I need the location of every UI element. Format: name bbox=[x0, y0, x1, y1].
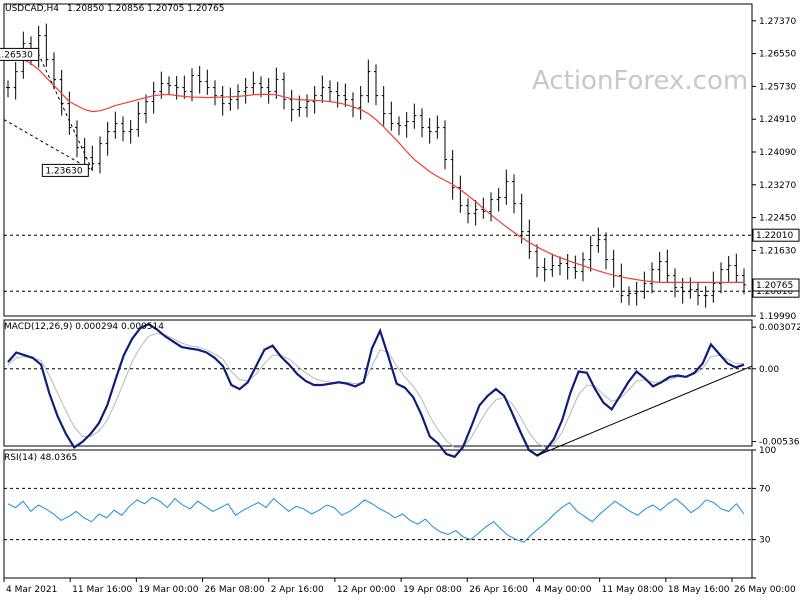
annotation-label-low: 1.23630 bbox=[45, 166, 82, 176]
x-tick-label: 26 Mar 08:00 bbox=[205, 585, 265, 595]
rsi-y-tick-label: 30 bbox=[759, 536, 771, 546]
x-tick-label: 19 Mar 00:00 bbox=[138, 585, 198, 595]
rsi-line bbox=[7, 496, 745, 543]
x-tick-label: 18 May 16:00 bbox=[668, 585, 730, 595]
rsi-label: RSI(14) 48.0365 bbox=[4, 453, 78, 463]
x-tick-label: 26 May 00:00 bbox=[734, 585, 796, 595]
rsi-y-tick-label: 100 bbox=[759, 446, 776, 456]
pane-frame-macd bbox=[3, 319, 753, 447]
macd-signal-line bbox=[7, 332, 744, 448]
pane-frame-rsi bbox=[3, 449, 753, 579]
macd-trendline bbox=[537, 365, 753, 456]
price-y-tick-label: 1.26550 bbox=[759, 50, 796, 60]
price-y-tick-label: 1.19990 bbox=[759, 312, 796, 322]
current-price-label: 1.20765 bbox=[756, 281, 793, 291]
annotation-box-low bbox=[41, 163, 89, 177]
x-tick-label: 4 May 00:00 bbox=[535, 585, 591, 595]
price-y-tick-label: 1.22450 bbox=[759, 214, 796, 224]
price-level-label: 1.20610 bbox=[756, 287, 793, 297]
price-y-tick-label: 1.24090 bbox=[759, 148, 796, 158]
macd-y-tick-label: -0.005369 bbox=[759, 438, 800, 448]
rsi-y-tick-label: 70 bbox=[759, 484, 771, 494]
macd-y-tick-label: 0.003072 bbox=[759, 323, 800, 333]
price-y-tick-label: 1.24910 bbox=[759, 115, 796, 125]
macd-label: MACD(12,26,9) 0.000294 0.000514 bbox=[4, 322, 164, 332]
annotation-box-high bbox=[0, 47, 40, 61]
moving-average-line bbox=[8, 57, 744, 283]
chart-quote: 1.20850 1.20856 1.20705 1.20765 bbox=[67, 4, 225, 14]
x-tick-label: 4 Mar 2021 bbox=[6, 585, 57, 595]
trendline-down bbox=[3, 119, 93, 171]
price-y-tick-label: 1.23270 bbox=[759, 181, 796, 191]
x-tick-label: 19 Apr 08:00 bbox=[403, 585, 462, 595]
pane-frame-price bbox=[3, 3, 753, 317]
x-tick-label: 2 Apr 16:00 bbox=[271, 585, 324, 595]
price-y-tick-label: 1.21630 bbox=[759, 246, 796, 256]
price-level-box bbox=[752, 228, 800, 242]
x-tick-label: 11 Mar 16:00 bbox=[72, 585, 132, 595]
current-price-box bbox=[752, 278, 800, 292]
x-tick-label: 12 Apr 00:00 bbox=[337, 585, 396, 595]
price-y-tick-label: 1.25730 bbox=[759, 82, 796, 92]
chart-symbol: USDCAD,H4 bbox=[5, 4, 59, 14]
watermark: ActionForex.com bbox=[532, 66, 749, 96]
price-y-tick-label: 1.27370 bbox=[759, 17, 796, 27]
annotation-label-high: 1.26530 bbox=[0, 50, 33, 60]
x-tick-label: 11 May 08:00 bbox=[602, 585, 664, 595]
macd-y-tick-label: 0.00 bbox=[759, 365, 779, 375]
trendline-up bbox=[38, 54, 93, 171]
price-level-label: 1.22010 bbox=[756, 231, 793, 241]
x-tick-label: 26 Apr 16:00 bbox=[469, 585, 528, 595]
macd-line bbox=[7, 322, 745, 459]
